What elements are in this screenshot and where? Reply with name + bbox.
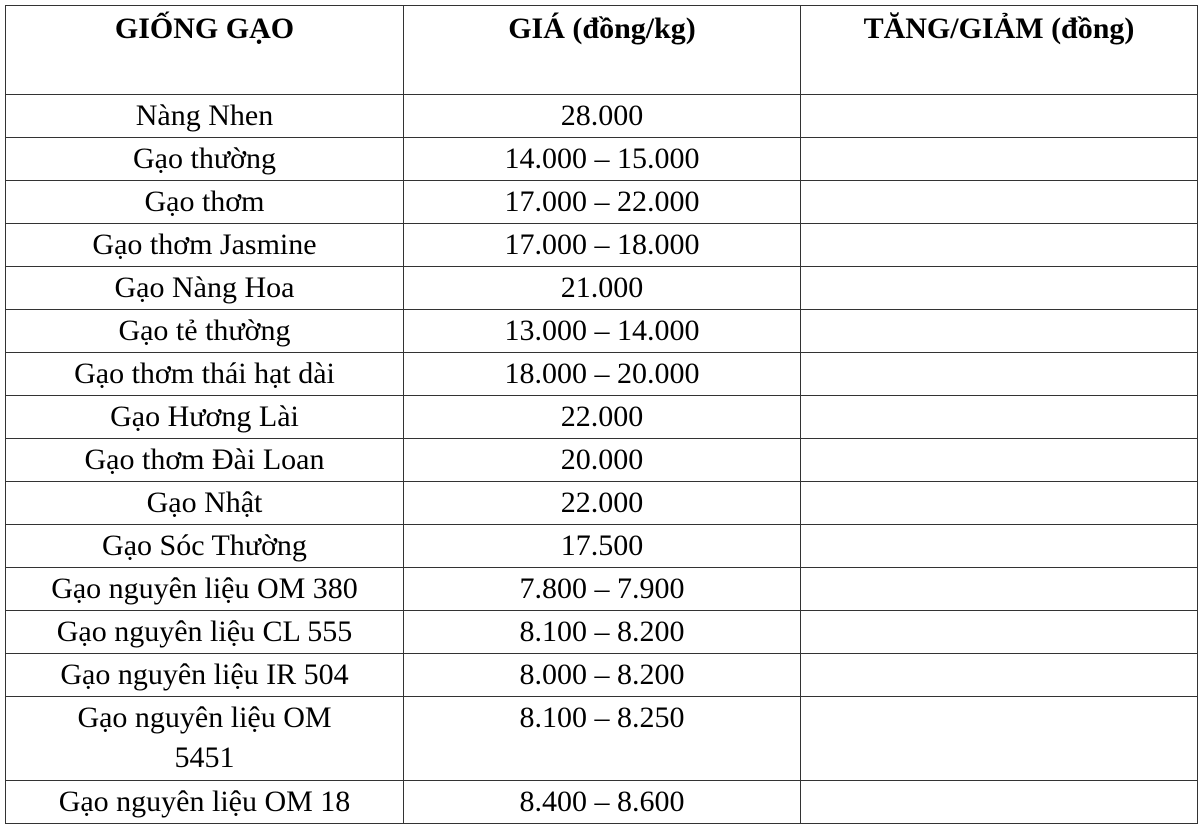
table-row: Gạo thơm thái hạt dài 18.000 – 20.000	[5, 352, 1198, 396]
cell-variety: Gạo Hương Lài	[5, 395, 404, 439]
header-variety: GIỐNG GẠO	[5, 5, 404, 95]
cell-price: 13.000 – 14.000	[403, 309, 801, 353]
cell-price: 21.000	[403, 266, 801, 310]
cell-variety: Gạo nguyên liệu OM 380	[5, 567, 404, 611]
cell-variety: Gạo Nàng Hoa	[5, 266, 404, 310]
cell-variety: Gạo Sóc Thường	[5, 524, 404, 568]
table-row: Gạo tẻ thường 13.000 – 14.000	[5, 309, 1198, 353]
cell-price: 17.500	[403, 524, 801, 568]
cell-change	[800, 481, 1198, 525]
cell-change	[800, 266, 1198, 310]
header-change: TĂNG/GIẢM (đồng)	[800, 5, 1198, 95]
cell-variety: Nàng Nhen	[5, 94, 404, 138]
cell-variety: Gạo nguyên liệu CL 555	[5, 610, 404, 654]
table-row: Gạo Hương Lài 22.000	[5, 395, 1198, 439]
cell-price: 7.800 – 7.900	[403, 567, 801, 611]
table-row: Gạo thơm Đài Loan 20.000	[5, 438, 1198, 482]
cell-price: 20.000	[403, 438, 801, 482]
cell-variety: Gạo nguyên liệu OM 18	[5, 780, 404, 824]
table-row: Nàng Nhen 28.000	[5, 94, 1198, 138]
table-row: Gạo thơm Jasmine 17.000 – 18.000	[5, 223, 1198, 267]
cell-variety: Gạo thơm Đài Loan	[5, 438, 404, 482]
table-row: Gạo nguyên liệu IR 504 8.000 – 8.200	[5, 653, 1198, 697]
cell-change	[800, 438, 1198, 482]
rice-price-table: GIỐNG GẠO GIÁ (đồng/kg) TĂNG/GIẢM (đồng)…	[5, 5, 1198, 824]
table-row: Gạo nguyên liệu CL 555 8.100 – 8.200	[5, 610, 1198, 654]
cell-variety: Gạo thường	[5, 137, 404, 181]
header-price: GIÁ (đồng/kg)	[403, 5, 801, 95]
cell-price: 8.100 – 8.200	[403, 610, 801, 654]
cell-price: 22.000	[403, 481, 801, 525]
table-row: Gạo nguyên liệu OM 5451 8.100 – 8.250	[5, 696, 1198, 781]
cell-price: 8.100 – 8.250	[403, 696, 801, 781]
cell-change	[800, 180, 1198, 224]
cell-price: 8.400 – 8.600	[403, 780, 801, 824]
cell-change	[800, 610, 1198, 654]
cell-variety: Gạo thơm Jasmine	[5, 223, 404, 267]
cell-change	[800, 696, 1198, 781]
cell-price: 14.000 – 15.000	[403, 137, 801, 181]
cell-change	[800, 309, 1198, 353]
table-row: Gạo nguyên liệu OM 380 7.800 – 7.900	[5, 567, 1198, 611]
cell-change	[800, 137, 1198, 181]
cell-change	[800, 352, 1198, 396]
cell-change	[800, 94, 1198, 138]
cell-variety: Gạo nguyên liệu OM 5451	[5, 696, 404, 781]
cell-variety: Gạo Nhật	[5, 481, 404, 525]
cell-change	[800, 780, 1198, 824]
cell-change	[800, 223, 1198, 267]
cell-price: 28.000	[403, 94, 801, 138]
cell-variety: Gạo tẻ thường	[5, 309, 404, 353]
cell-price: 8.000 – 8.200	[403, 653, 801, 697]
cell-change	[800, 395, 1198, 439]
table-body: Nàng Nhen 28.000 Gạo thường 14.000 – 15.000…	[5, 94, 1198, 824]
cell-price: 18.000 – 20.000	[403, 352, 801, 396]
cell-change	[800, 524, 1198, 568]
table-row: Gạo thơm 17.000 – 22.000	[5, 180, 1198, 224]
table-row: Gạo nguyên liệu OM 18 8.400 – 8.600	[5, 780, 1198, 824]
cell-price: 22.000	[403, 395, 801, 439]
cell-price: 17.000 – 22.000	[403, 180, 801, 224]
header-row: GIỐNG GẠO GIÁ (đồng/kg) TĂNG/GIẢM (đồng)	[5, 5, 1198, 95]
cell-variety: Gạo nguyên liệu IR 504	[5, 653, 404, 697]
cell-variety: Gạo thơm	[5, 180, 404, 224]
table-row: Gạo Nhật 22.000	[5, 481, 1198, 525]
table-row: Gạo thường 14.000 – 15.000	[5, 137, 1198, 181]
cell-price: 17.000 – 18.000	[403, 223, 801, 267]
table-row: Gạo Sóc Thường 17.500	[5, 524, 1198, 568]
table-row: Gạo Nàng Hoa 21.000	[5, 266, 1198, 310]
cell-variety: Gạo thơm thái hạt dài	[5, 352, 404, 396]
cell-change	[800, 567, 1198, 611]
cell-change	[800, 653, 1198, 697]
